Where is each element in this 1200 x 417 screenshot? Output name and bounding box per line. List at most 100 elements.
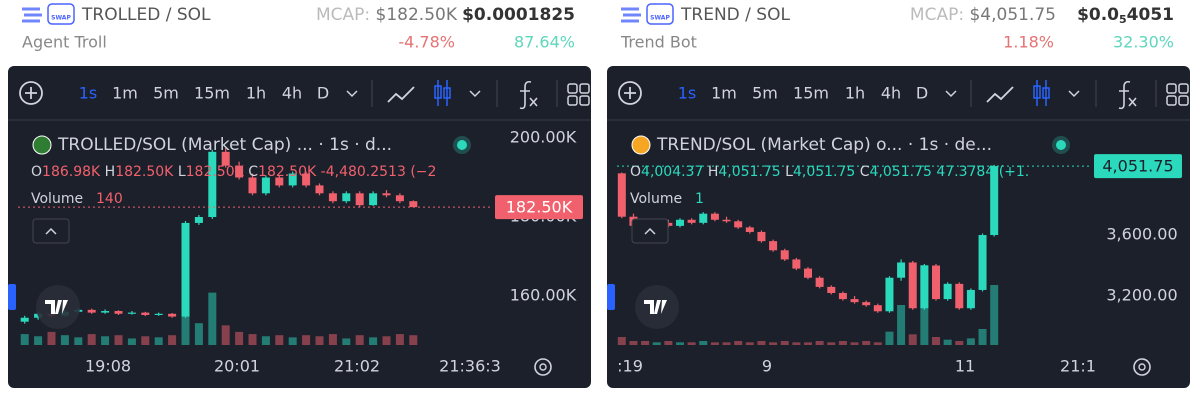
candle-body [617, 173, 626, 217]
layout-icon [1166, 83, 1177, 94]
side-tab[interactable] [607, 284, 615, 310]
interval-button[interactable]: 15m [194, 84, 230, 103]
indicator-icon[interactable] [1118, 80, 1137, 110]
candle-body [978, 235, 987, 290]
interval-button[interactable]: 15m [793, 84, 829, 103]
candle-body [699, 213, 708, 223]
layout-icon [579, 95, 590, 106]
candle-body [248, 177, 257, 194]
volume-bar [395, 334, 404, 345]
candle-body [181, 222, 190, 317]
interval-button[interactable]: 1h [246, 84, 266, 103]
add-button[interactable] [618, 81, 642, 105]
x-tick-label: 21:02 [334, 357, 380, 376]
candle-body [20, 317, 29, 322]
volume-bar [34, 336, 43, 345]
volume-bar [908, 334, 917, 345]
pair-symbol: TROLLED / SOL [81, 5, 211, 25]
interval-button[interactable]: D [916, 84, 928, 103]
interval-button[interactable]: 1h [845, 84, 865, 103]
volume-bar [47, 331, 56, 345]
chart-title: TREND/SOL (Market Cap) o... · 1s · de... [656, 135, 992, 155]
price-prefix: $0.0 [1077, 5, 1119, 25]
settings-gear[interactable] [534, 358, 552, 376]
volume-bar [734, 341, 743, 345]
ohlc-change: 47.3784 (+1. [936, 164, 1029, 180]
candle-chart-body [1033, 85, 1041, 99]
logo-icon [22, 7, 42, 23]
candle-body [769, 241, 778, 251]
candle-body [862, 302, 871, 306]
volume-bar [757, 341, 766, 345]
candle-body [288, 173, 297, 186]
interval-button[interactable]: 1s [79, 84, 98, 103]
collapse-chevron [45, 227, 57, 235]
swap-badge [47, 3, 75, 25]
mcap-label: MCAP: [910, 5, 964, 25]
ohlc-change: -4,480.2513 (−2 [321, 164, 437, 180]
candle-body [792, 259, 801, 269]
chart-type-dropdown[interactable] [1068, 90, 1080, 98]
collapse-button[interactable] [32, 218, 70, 244]
candle-body [355, 193, 364, 206]
volume-bar [745, 342, 754, 345]
candle-body [920, 265, 929, 309]
layout-icon [1178, 95, 1189, 106]
volume-bar [955, 341, 964, 345]
candle-body [722, 219, 731, 222]
candle-body [710, 213, 719, 220]
layout-icon [1178, 83, 1189, 94]
mcap-label: MCAP: [316, 5, 370, 25]
pair-symbol: TREND / SOL [680, 5, 790, 25]
line-chart-icon[interactable] [986, 86, 1014, 103]
candle-body [838, 292, 847, 300]
change-1: 1.18% [1003, 33, 1054, 52]
volume-bar [978, 329, 987, 345]
interval-dropdown[interactable] [945, 90, 957, 98]
interval-button[interactable]: 1m [112, 84, 138, 103]
candle-chart-icon[interactable] [437, 80, 448, 106]
interval-button[interactable]: 5m [752, 84, 778, 103]
interval-button[interactable]: 5m [153, 84, 179, 103]
volume-bar [369, 337, 378, 345]
interval-button[interactable]: D [317, 84, 329, 103]
change-2: 32.30% [1113, 33, 1174, 52]
live-dot [457, 140, 467, 150]
interval-button[interactable]: 1m [711, 84, 737, 103]
candle-body [342, 193, 351, 202]
candle-body [235, 165, 244, 178]
interval-dropdown[interactable] [346, 90, 358, 98]
collapse-chevron [644, 227, 656, 235]
settings-gear[interactable] [1133, 358, 1151, 376]
side-tab[interactable] [8, 284, 16, 310]
interval-button[interactable]: 4h [881, 84, 901, 103]
chart-type-dropdown[interactable] [469, 90, 481, 98]
chart-panel [8, 66, 591, 388]
indicator-icon[interactable] [519, 80, 538, 110]
candle-chart-icon[interactable] [1036, 80, 1047, 106]
candle-body [757, 231, 766, 242]
line-chart-icon[interactable] [387, 86, 415, 103]
layout-icon [579, 83, 590, 94]
volume-bar [966, 338, 975, 345]
volume-bar [652, 342, 661, 345]
volume-bar [617, 337, 626, 345]
y-tick-label: 160.00K [510, 286, 577, 305]
interval-button[interactable]: 1s [678, 84, 697, 103]
settings-gear-hub [1138, 363, 1146, 371]
ohlc-value: 182.50K [186, 164, 245, 180]
volume-bar [127, 338, 136, 345]
add-button[interactable] [19, 81, 43, 105]
tv-logo-mark [644, 300, 667, 314]
x-tick-label: 9 [762, 357, 772, 376]
ohlc-legend: O4,004.37 H4,051.75 L4,051.75 C4,051.75 … [630, 164, 1029, 180]
candle-body [208, 151, 217, 218]
volume-label: Volume [31, 191, 83, 207]
chart-title: TROLLED/SOL (Market Cap) ... · 1s · d... [57, 135, 392, 155]
live-dot-ring [1052, 136, 1070, 154]
candle-body [221, 151, 230, 166]
live-dot-ring [453, 136, 471, 154]
collapse-button[interactable] [631, 218, 669, 244]
volume-bar [248, 334, 257, 345]
interval-button[interactable]: 4h [282, 84, 302, 103]
